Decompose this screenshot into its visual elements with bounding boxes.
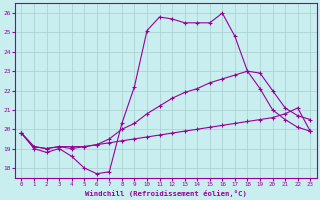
X-axis label: Windchill (Refroidissement éolien,°C): Windchill (Refroidissement éolien,°C) xyxy=(85,190,247,197)
